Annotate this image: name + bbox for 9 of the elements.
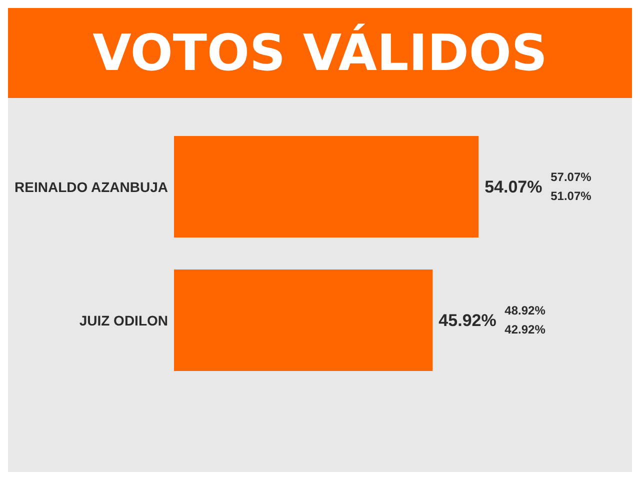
data-label: 45.92% xyxy=(438,310,496,330)
y-tick-label: JUIZ ODILON xyxy=(79,312,168,328)
y-tick-label: REINALDO AZANBUJA xyxy=(14,178,168,195)
text: 51.07% xyxy=(550,188,592,203)
chart-title: VOTOS VÁLIDOS xyxy=(92,23,548,82)
text: 57.07% xyxy=(550,170,592,184)
text: 42.92% xyxy=(504,322,546,336)
data-label: 54.07% xyxy=(484,177,542,196)
text: 48.92% xyxy=(504,303,546,318)
